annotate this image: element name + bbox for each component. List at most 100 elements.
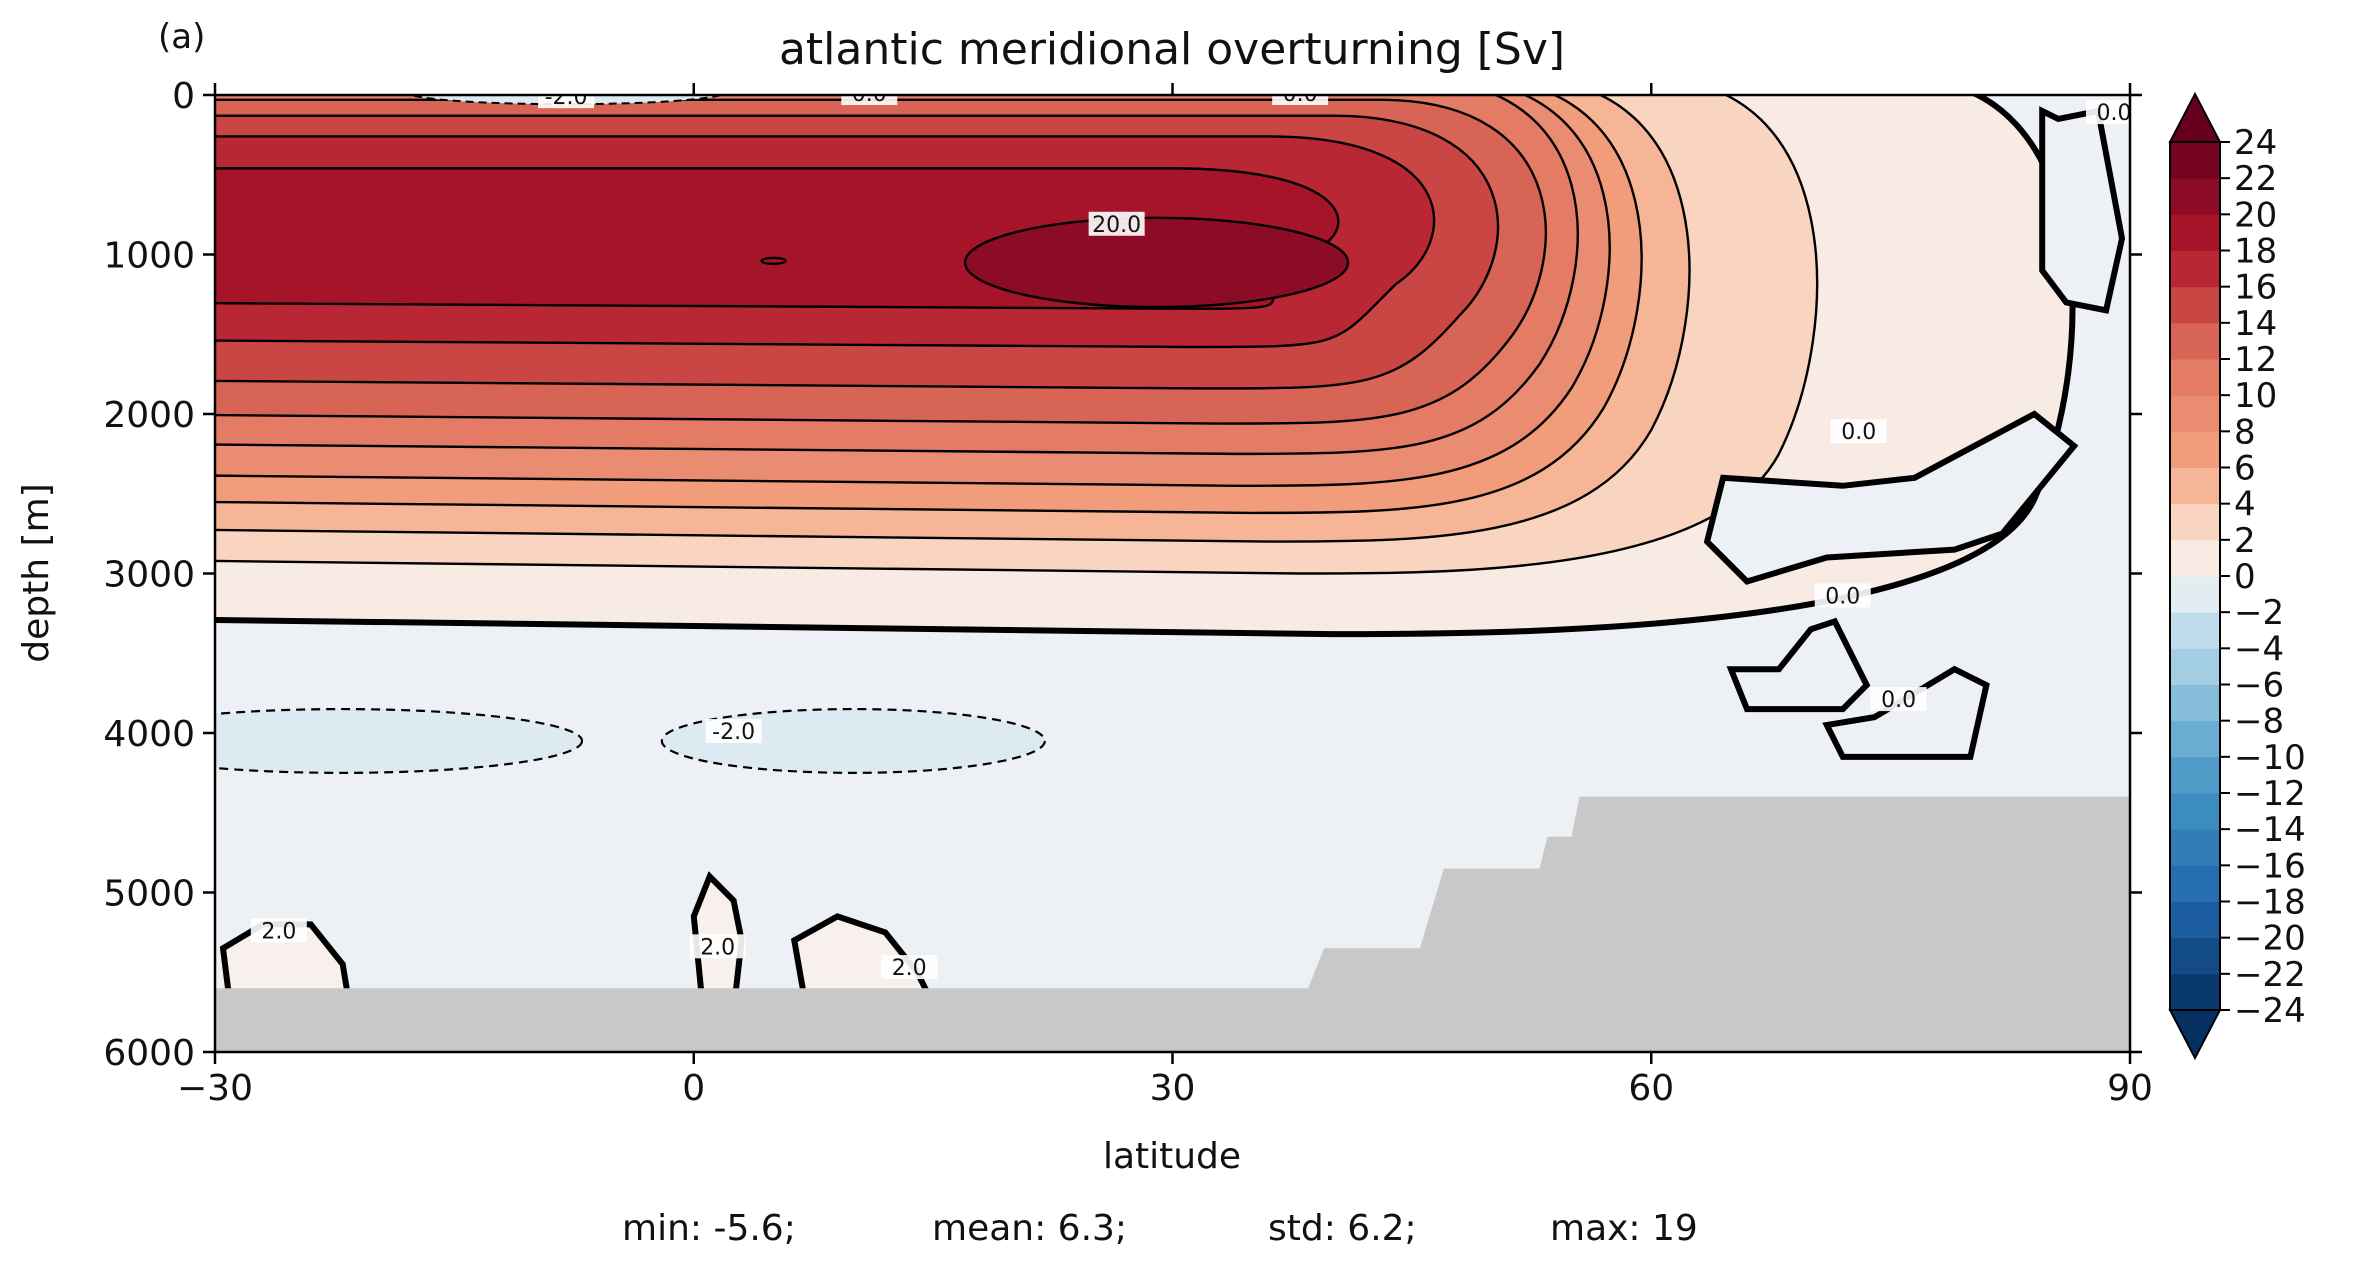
colorbar-tick-label: 0 [2234,557,2256,597]
colorbar-segment [2170,793,2220,830]
contour-labels: -2.0 0.0 0.0 20.0 0.0 0.0 0.0 0.0 -2.0 2.0 2.0 2.0 [250,82,2132,981]
svg-text:0.0: 0.0 [1825,584,1860,609]
contour-label: 0.0 [841,82,898,107]
x-tick-label: 30 [1150,1068,1196,1109]
chart-title: atlantic meridional overturning [Sv] [779,24,1565,75]
contour-label: 2.0 [689,934,746,960]
colorbar-segment [2170,973,2220,1011]
stat-std: std: 6.2; [1268,1208,1417,1249]
svg-text:2.0: 2.0 [892,956,927,981]
colorbar-segment [2170,395,2220,432]
colorbar-tick-label: 2 [2234,521,2256,561]
x-tick-label: −30 [177,1068,253,1109]
y-tick-label: 0 [172,76,195,117]
y-tick-label: 2000 [103,395,195,436]
high-latitude-negative-cell [1703,410,2079,585]
colorbar-segment [2170,539,2220,577]
contour-label: 20.0 [1088,211,1145,238]
x-tick-label: 0 [682,1068,705,1109]
colorbar-segment [2170,756,2220,794]
small-closed-contour [760,256,787,266]
svg-text:-2.0: -2.0 [712,720,755,745]
svg-text:0.0: 0.0 [1841,420,1876,445]
colorbar-segment [2170,503,2220,541]
x-tick-label: 90 [2107,1068,2153,1109]
colorbar-segment [2170,214,2220,251]
y-tick-label: 3000 [103,555,195,596]
colorbar-tick-label: −16 [2234,846,2306,886]
colorbar-tick-label: 6 [2234,449,2256,489]
contour-label: 2.0 [881,955,938,981]
y-tick-label: 5000 [103,874,195,915]
colorbar-tick-label: 24 [2234,123,2277,163]
svg-text:-2.0: -2.0 [545,85,588,110]
x-tick-label: 60 [1628,1068,1674,1109]
x-axis-label: latitude [1103,1136,1241,1177]
colorbar-tick-label: 10 [2234,376,2277,416]
colorbar-tick-label: 12 [2234,340,2277,380]
contour-fill-layers [215,95,2076,638]
contour-label: 0.0 [1870,687,1927,713]
colorbar-segment [2170,684,2220,722]
stat-min: min: -5.6; [622,1208,796,1249]
y-tick-label: 1000 [103,236,195,277]
colorbar-extend-max [2168,91,2222,143]
contour-label: -2.0 [705,719,762,745]
y-tick-label: 6000 [103,1033,195,1074]
colorbar-segment [2170,901,2220,939]
negative-cells [215,106,2126,774]
y-axis-ticks: 0 1000 2000 3000 4000 5000 6000 [103,76,2142,1074]
colorbar-segment [2170,612,2220,649]
colorbar-tick-label: −8 [2234,702,2284,742]
contour-label: 0.0 [1814,583,1871,609]
x-axis-ticks: −30 0 30 60 90 [177,83,2153,1109]
high-latitude-negative-cell [1822,665,1990,760]
colorbar-tick-label: 4 [2234,485,2256,525]
contour-label: 0.0 [1830,419,1887,445]
colorbar-segment [2170,286,2220,324]
svg-text:0.0: 0.0 [2097,101,2132,126]
colorbar-tick-label: −22 [2234,955,2306,995]
colorbar-segment [2170,937,2220,975]
y-axis-label: depth [m] [16,483,57,662]
colorbar-segment [2170,322,2220,360]
colorbar-tick-label: 14 [2234,304,2277,344]
colorbar-tick-label: −20 [2234,919,2306,959]
colorbar-tick-label: −4 [2234,629,2284,669]
colorbar-tick-label: −18 [2234,883,2306,923]
colorbar-segment [2170,865,2220,902]
contour-label: 2.0 [250,918,307,944]
svg-text:20.0: 20.0 [1092,213,1141,238]
colorbar: 242220181614121086420−2−4−6−8−10−12−14−1… [2168,91,2306,1061]
contour-label: -2.0 [538,85,595,110]
colorbar-extend-min [2168,1009,2222,1061]
colorbar-tick-label: 18 [2234,232,2277,272]
panel-label: (a) [158,17,205,57]
colorbar-tick-label: 22 [2234,159,2277,199]
svg-text:0.0: 0.0 [1283,82,1318,107]
colorbar-segment [2170,359,2220,396]
high-latitude-negative-cell [1726,617,1871,713]
colorbar-tick-label: −24 [2234,991,2306,1031]
y-tick-label: 4000 [103,714,195,755]
stat-max: max: 19 [1550,1208,1698,1249]
svg-text:0.0: 0.0 [852,82,887,107]
colorbar-tick-label: 8 [2234,412,2256,452]
high-latitude-negative-cell [2039,106,2126,314]
colorbar-segment [2170,250,2220,288]
colorbar-tick-label: −10 [2234,738,2306,778]
colorbar-tick-label: −14 [2234,810,2306,850]
contour-level-20 [963,216,1350,309]
colorbar-tick-label: 16 [2234,268,2277,308]
colorbar-tick-label: 20 [2234,195,2277,235]
svg-text:2.0: 2.0 [261,919,296,944]
colorbar-segment [2170,431,2220,468]
contour-plot-area: -2.0 0.0 0.0 20.0 0.0 0.0 0.0 0.0 -2.0 2.0 2.0 2.0 [215,82,2132,1052]
svg-text:0.0: 0.0 [1881,688,1916,713]
bathymetry-mask [215,796,2130,1052]
colorbar-tick-label: −12 [2234,774,2306,814]
stats-footer: min: -5.6; mean: 6.3; std: 6.2; max: 19 [0,1208,2362,1258]
colorbar-segment [2170,648,2220,685]
stat-mean: mean: 6.3; [932,1208,1128,1249]
